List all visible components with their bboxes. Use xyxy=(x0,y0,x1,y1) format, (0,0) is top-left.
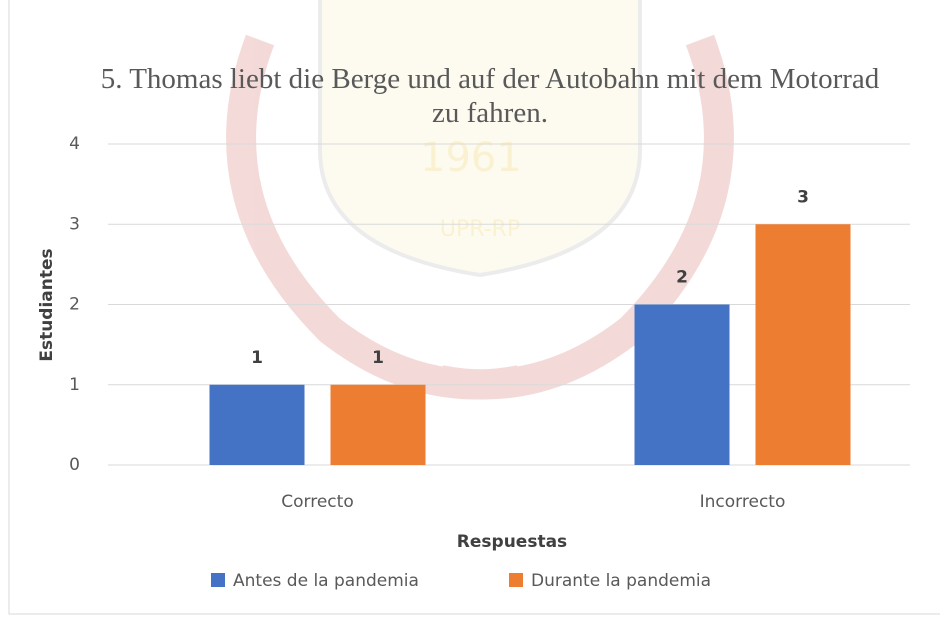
y-tick-label: 1 xyxy=(69,375,80,395)
legend-label: Durante la pandemia xyxy=(531,571,711,591)
x-tick-label: Incorrecto xyxy=(700,492,786,512)
x-axis-label: Respuestas xyxy=(457,532,567,552)
y-axis-label: Estudiantes xyxy=(37,248,57,361)
data-label: 1 xyxy=(251,348,263,368)
chart-border xyxy=(8,0,940,615)
x-tick-label: Correcto xyxy=(281,492,353,512)
bar xyxy=(634,304,730,465)
watermark: 1961 UPR-RP xyxy=(226,0,734,400)
watermark-text: UPR-RP xyxy=(440,217,520,242)
chart-title: 5. Thomas liebt die Berge und auf der Au… xyxy=(100,63,880,129)
legend-swatch xyxy=(509,573,523,587)
data-label: 3 xyxy=(797,187,809,207)
bar xyxy=(330,384,426,465)
legend-label: Antes de la pandemia xyxy=(233,571,419,591)
bar xyxy=(209,384,305,465)
y-tick-label: 0 xyxy=(69,455,80,475)
bar xyxy=(755,224,851,465)
legend-swatch xyxy=(211,573,225,587)
y-tick-label: 3 xyxy=(69,214,80,234)
y-tick-label: 4 xyxy=(69,134,80,154)
data-label: 1 xyxy=(372,348,384,368)
data-label: 2 xyxy=(676,268,688,288)
y-tick-label: 2 xyxy=(69,295,80,315)
watermark-text: 1961 xyxy=(420,135,522,181)
